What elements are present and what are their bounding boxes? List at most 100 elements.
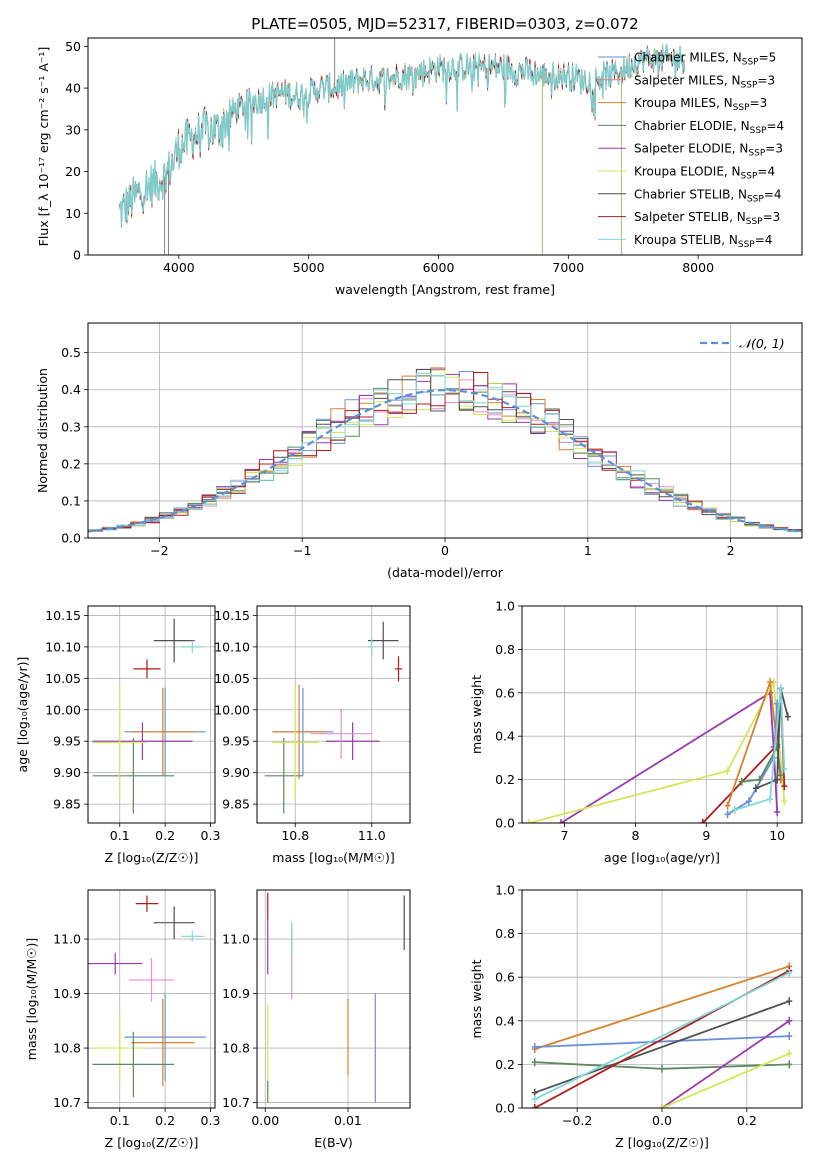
data-point bbox=[131, 999, 195, 1087]
y-tick-label: 0.2 bbox=[495, 772, 515, 787]
data-point bbox=[272, 684, 326, 779]
x-tick-label: 8 bbox=[631, 828, 639, 843]
data-point bbox=[310, 708, 372, 759]
panels: 4000 5000 6000 7000 800001020304050wavelengt… bbox=[15, 37, 803, 1150]
series-line bbox=[534, 965, 790, 1050]
x-tick-label: 10.8 bbox=[281, 828, 309, 843]
x-tick-label: −0.2 bbox=[562, 1113, 592, 1128]
series-marker bbox=[777, 684, 784, 693]
series-marker bbox=[724, 810, 731, 819]
series-marker bbox=[777, 771, 784, 780]
y-tick-label: 9.85 bbox=[222, 797, 250, 812]
series-line bbox=[734, 688, 786, 811]
y-axis-label: mass weight bbox=[469, 675, 484, 754]
series-marker bbox=[781, 764, 788, 773]
x-tick-label: 5000 bbox=[293, 260, 325, 275]
series-marker bbox=[659, 1064, 665, 1073]
legend: Chabrier MILES, NSSP=5 Salpeter MILES, NS… bbox=[598, 51, 784, 250]
y-tick-label: 10 bbox=[65, 206, 81, 221]
legend-label: Kroupa STELIB, NSSP=4 bbox=[634, 233, 772, 250]
spectrum-line bbox=[118, 45, 685, 225]
y-tick-label: 10.00 bbox=[45, 702, 81, 717]
x-tick-label: 7 bbox=[561, 828, 569, 843]
y-tick-label: 0.2 bbox=[495, 1057, 515, 1072]
panel-massweight-vs-Z: −0.2 0.0 0.2 0.0 0.2 0.4 0.6 0.8 1.0 Z [log₁₀(Z/Z… bbox=[469, 883, 803, 1150]
spectrum-line bbox=[118, 43, 685, 227]
panel-spectrum: 4000 5000 6000 7000 8000 0 10 20 30 40 50 wavelengt… bbox=[36, 37, 803, 297]
plot-area bbox=[118, 38, 686, 255]
data-point bbox=[92, 722, 193, 761]
data-point bbox=[92, 738, 175, 814]
series-marker bbox=[526, 819, 533, 823]
data-point bbox=[133, 659, 161, 679]
series-marker bbox=[531, 1058, 538, 1067]
legend-label: Salpeter MILES, NSSP=3 bbox=[634, 73, 775, 90]
y-tick-label: 0.8 bbox=[495, 642, 515, 657]
series-marker bbox=[784, 712, 791, 721]
y-tick-label: 10.05 bbox=[214, 671, 250, 686]
x-tick-label: 0.3 bbox=[201, 828, 221, 843]
data-point bbox=[92, 1031, 175, 1098]
normal-curve bbox=[88, 388, 802, 533]
y-tick-label: 20 bbox=[65, 164, 81, 179]
spectrum-line bbox=[118, 47, 685, 226]
y-axis-label: Normed distribution bbox=[35, 368, 50, 493]
legend-label: Salpeter STELIB, NSSP=3 bbox=[634, 210, 780, 227]
y-tick-label: 0.5 bbox=[61, 345, 81, 360]
series-marker bbox=[781, 797, 788, 806]
series-marker bbox=[774, 775, 781, 784]
series-marker bbox=[738, 777, 745, 786]
x-axis-label: Z [log₁₀(Z/Z☉)] bbox=[105, 850, 199, 865]
x-tick-label: 0 bbox=[441, 543, 449, 558]
y-tick-label: 50 bbox=[65, 39, 81, 54]
y-tick-label: 1.0 bbox=[495, 599, 515, 614]
x-tick-label: 0.1 bbox=[110, 1113, 130, 1128]
y-tick-label: 10.8 bbox=[53, 1041, 81, 1056]
data-point bbox=[367, 621, 399, 660]
x-axis-label: Z [log₁₀(Z/Z☉)] bbox=[105, 1135, 199, 1150]
series-marker bbox=[724, 801, 731, 810]
y-tick-label: 9.90 bbox=[222, 765, 250, 780]
y-tick-label: 11.0 bbox=[222, 932, 250, 947]
spectrum-line bbox=[118, 47, 685, 228]
y-tick-label: 0.6 bbox=[495, 685, 515, 700]
y-tick-label: 1.0 bbox=[495, 883, 515, 898]
y-tick-label: 0.3 bbox=[61, 419, 81, 434]
y-tick-label: 0.6 bbox=[495, 970, 515, 985]
plot-area bbox=[88, 895, 206, 1098]
spectrum-line bbox=[118, 44, 685, 223]
legend-label: Chabrier MILES, NSSP=5 bbox=[634, 51, 776, 68]
x-tick-label: −1 bbox=[293, 543, 311, 558]
axes-frame bbox=[521, 889, 803, 1109]
data-point bbox=[92, 1015, 147, 1081]
x-tick-label: 4000 bbox=[163, 260, 195, 275]
series-line bbox=[534, 971, 790, 1101]
series-marker bbox=[724, 766, 731, 775]
panel-mass-vs-EBV: 0.00 0.01 10.7 10.8 10.9 11.0 E(B-V) bbox=[222, 889, 411, 1150]
x-tick-label: 11.0 bbox=[358, 828, 386, 843]
panel-age-vs-mass: 10.8 11.0 9.85 9.90 9.95 10.00 10.05 10.10 10.15… bbox=[214, 605, 411, 865]
spectrum-line bbox=[118, 45, 685, 223]
plot-area bbox=[526, 677, 791, 823]
x-tick-label: 6000 bbox=[423, 260, 455, 275]
histogram-steps bbox=[88, 372, 802, 534]
y-tick-label: 10.7 bbox=[222, 1095, 250, 1110]
legend-label: Kroupa MILES, NSSP=3 bbox=[634, 96, 767, 113]
series-marker bbox=[786, 1016, 793, 1025]
data-point bbox=[153, 906, 195, 940]
series-marker bbox=[786, 968, 793, 977]
series-marker bbox=[745, 797, 752, 806]
x-tick-label: −2 bbox=[150, 543, 168, 558]
y-tick-label: 9.90 bbox=[53, 765, 81, 780]
axes-frame bbox=[87, 605, 216, 824]
axes-frame bbox=[256, 889, 411, 1109]
plot-area bbox=[92, 618, 206, 814]
data-point bbox=[180, 640, 204, 654]
series-marker bbox=[786, 1032, 793, 1041]
y-tick-label: 9.85 bbox=[53, 797, 81, 812]
y-axis-label: Flux [f_λ 10⁻¹⁷ erg cm⁻² s⁻¹ A⁻¹] bbox=[36, 47, 51, 247]
legend-label: Chabrier ELODIE, NSSP=4 bbox=[634, 119, 784, 136]
y-tick-label: 10.05 bbox=[45, 671, 81, 686]
panel-residual-hist: −2 −1 0 1 2 0.0 0.1 0.2 0.3 0.4 0.5 (data-model)/er… bbox=[35, 322, 803, 580]
y-tick-label: 0.4 bbox=[495, 1013, 515, 1028]
